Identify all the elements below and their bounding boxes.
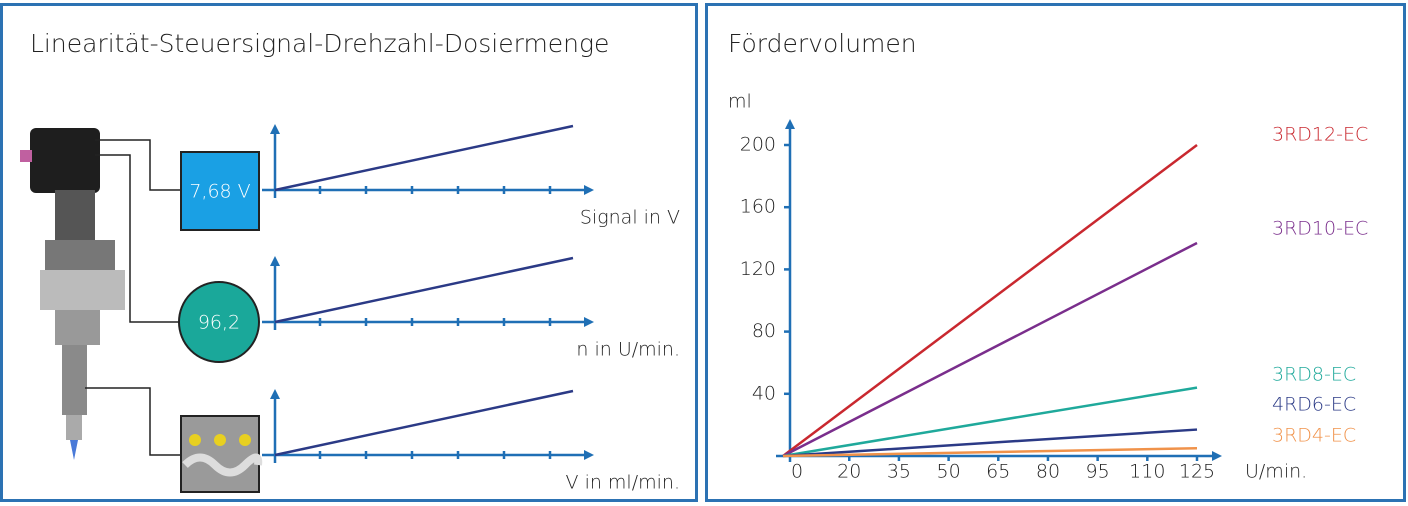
y-tick-label: 200 (740, 134, 776, 156)
legend-label: 3RD8-EC (1272, 364, 1356, 386)
x-tick-label: 125 (1179, 461, 1215, 483)
y-axis-label: ml (728, 91, 752, 113)
mini-line (275, 391, 573, 455)
mini-line (275, 258, 573, 322)
legend-label: 3RD12-EC (1272, 124, 1368, 146)
legend-label: 3RD10-EC (1272, 218, 1368, 240)
x-tick-label: 0 (791, 461, 803, 483)
page: Linearität-Steuersignal-Drehzahl-Dosierm… (0, 0, 1408, 502)
mini-line (275, 126, 573, 190)
diagram-title: Linearität-Steuersignal-Drehzahl-Dosierm… (30, 29, 609, 58)
series-line (783, 145, 1197, 456)
x-axis-label: U/min. (1245, 461, 1307, 483)
y-tick-label: 40 (752, 382, 776, 404)
y-tick-label: 120 (740, 258, 776, 280)
y-tick-label: 80 (752, 320, 776, 342)
mini-axis-label: n in U/min. (576, 339, 680, 361)
mini-axis-label: Signal in V (580, 207, 680, 229)
x-tick-label: 20 (837, 461, 861, 483)
x-tick-label: 95 (1086, 461, 1110, 483)
speed-value: 96,2 (198, 312, 240, 334)
dispenser (20, 128, 125, 460)
x-tick-label: 35 (887, 461, 911, 483)
signal-value: 7,68 V (189, 181, 250, 203)
pump-image (181, 416, 259, 492)
y-tick-label: 160 (740, 196, 776, 218)
series-line (783, 243, 1197, 456)
chart-title: Fördervolumen (728, 29, 917, 58)
series-line (783, 388, 1197, 456)
legend-label: 4RD6-EC (1272, 394, 1356, 416)
legend-label: 3RD4-EC (1272, 425, 1356, 447)
x-tick-label: 65 (986, 461, 1010, 483)
x-tick-label: 80 (1036, 461, 1060, 483)
x-tick-label: 110 (1129, 461, 1165, 483)
mini-axis-label: V in ml/min. (566, 472, 680, 494)
x-tick-label: 50 (937, 461, 961, 483)
